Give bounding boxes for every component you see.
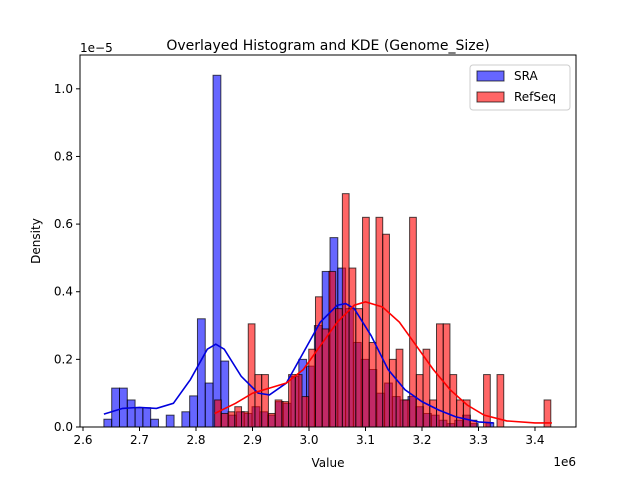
x-tick-label: 2.9 bbox=[243, 433, 262, 447]
bar-sra bbox=[189, 395, 198, 428]
bar-sra bbox=[103, 418, 113, 428]
y-tick-label: 0.0 bbox=[54, 420, 73, 434]
bar-refseq bbox=[301, 396, 310, 428]
y-offset-label: 1e−5 bbox=[80, 41, 113, 55]
bar-refseq bbox=[368, 341, 377, 428]
bar-sra bbox=[111, 387, 120, 428]
bar-refseq bbox=[227, 411, 236, 428]
bar-refseq bbox=[402, 399, 411, 428]
bar-refseq bbox=[382, 233, 390, 428]
bar-refseq bbox=[220, 412, 229, 428]
y-tick-label: 0.2 bbox=[54, 352, 73, 366]
bar-sra bbox=[126, 399, 136, 428]
x-tick-label: 3.4 bbox=[525, 433, 544, 447]
x-tick-label: 3.2 bbox=[412, 433, 431, 447]
bar-refseq bbox=[241, 411, 249, 428]
x-tick-label: 2.6 bbox=[73, 433, 92, 447]
bar-refseq bbox=[483, 374, 491, 428]
x-tick-label: 3.0 bbox=[299, 433, 318, 447]
bar-refseq bbox=[375, 216, 384, 428]
chart-title: Overlayed Histogram and KDE (Genome_Size… bbox=[166, 38, 489, 54]
x-tick-label: 3.1 bbox=[356, 433, 375, 447]
bar-refseq bbox=[281, 401, 290, 428]
bar-refseq bbox=[321, 328, 330, 428]
bar-sra bbox=[181, 411, 191, 428]
bar-refseq bbox=[328, 270, 337, 428]
legend: SRA RefSeq bbox=[469, 64, 571, 111]
legend-label-sra: SRA bbox=[514, 69, 538, 83]
y-tick-label: 0.8 bbox=[54, 149, 73, 163]
bar-refseq bbox=[247, 323, 256, 428]
y-axis-label: Density bbox=[29, 218, 43, 264]
bar-refseq bbox=[254, 374, 263, 428]
bar-sra bbox=[212, 74, 222, 428]
bar-refseq bbox=[348, 267, 357, 428]
bar-refseq bbox=[355, 308, 364, 428]
y-tick-label: 0.6 bbox=[54, 217, 73, 231]
bar-refseq bbox=[395, 348, 404, 428]
bar-refseq bbox=[261, 374, 269, 428]
x-tick-label: 2.7 bbox=[130, 433, 149, 447]
x-tick-label: 3.3 bbox=[469, 433, 488, 447]
legend-swatch-refseq bbox=[476, 91, 505, 103]
y-tick-label: 1.0 bbox=[54, 82, 73, 96]
x-axis-label: Value bbox=[312, 456, 345, 470]
bar-refseq bbox=[456, 399, 464, 428]
bar-refseq bbox=[335, 308, 343, 428]
y-tick-label: 0.4 bbox=[54, 285, 73, 299]
bar-refseq bbox=[234, 406, 243, 428]
bar-sra bbox=[165, 414, 175, 428]
bar-refseq bbox=[294, 374, 303, 428]
bar-sra bbox=[204, 382, 214, 428]
bar-sra bbox=[196, 318, 206, 428]
legend-swatch-sra bbox=[476, 70, 505, 82]
legend-label-refseq: RefSeq bbox=[514, 90, 556, 104]
bar-refseq bbox=[429, 399, 438, 428]
bar-sra bbox=[134, 407, 144, 428]
bar-refseq bbox=[288, 374, 296, 428]
x-offset-label: 1e6 bbox=[553, 455, 576, 469]
bar-refseq bbox=[267, 412, 276, 428]
bar-refseq bbox=[449, 374, 458, 428]
bar-refseq bbox=[274, 399, 283, 428]
plot-frame bbox=[79, 54, 577, 428]
x-tick-label: 2.8 bbox=[186, 433, 205, 447]
bar-refseq bbox=[314, 296, 323, 428]
kde-line-sra bbox=[103, 302, 494, 424]
bar-sra bbox=[150, 418, 159, 428]
bar-sra bbox=[142, 407, 152, 428]
kde-line-refseq bbox=[214, 301, 552, 424]
bar-refseq bbox=[388, 358, 397, 428]
